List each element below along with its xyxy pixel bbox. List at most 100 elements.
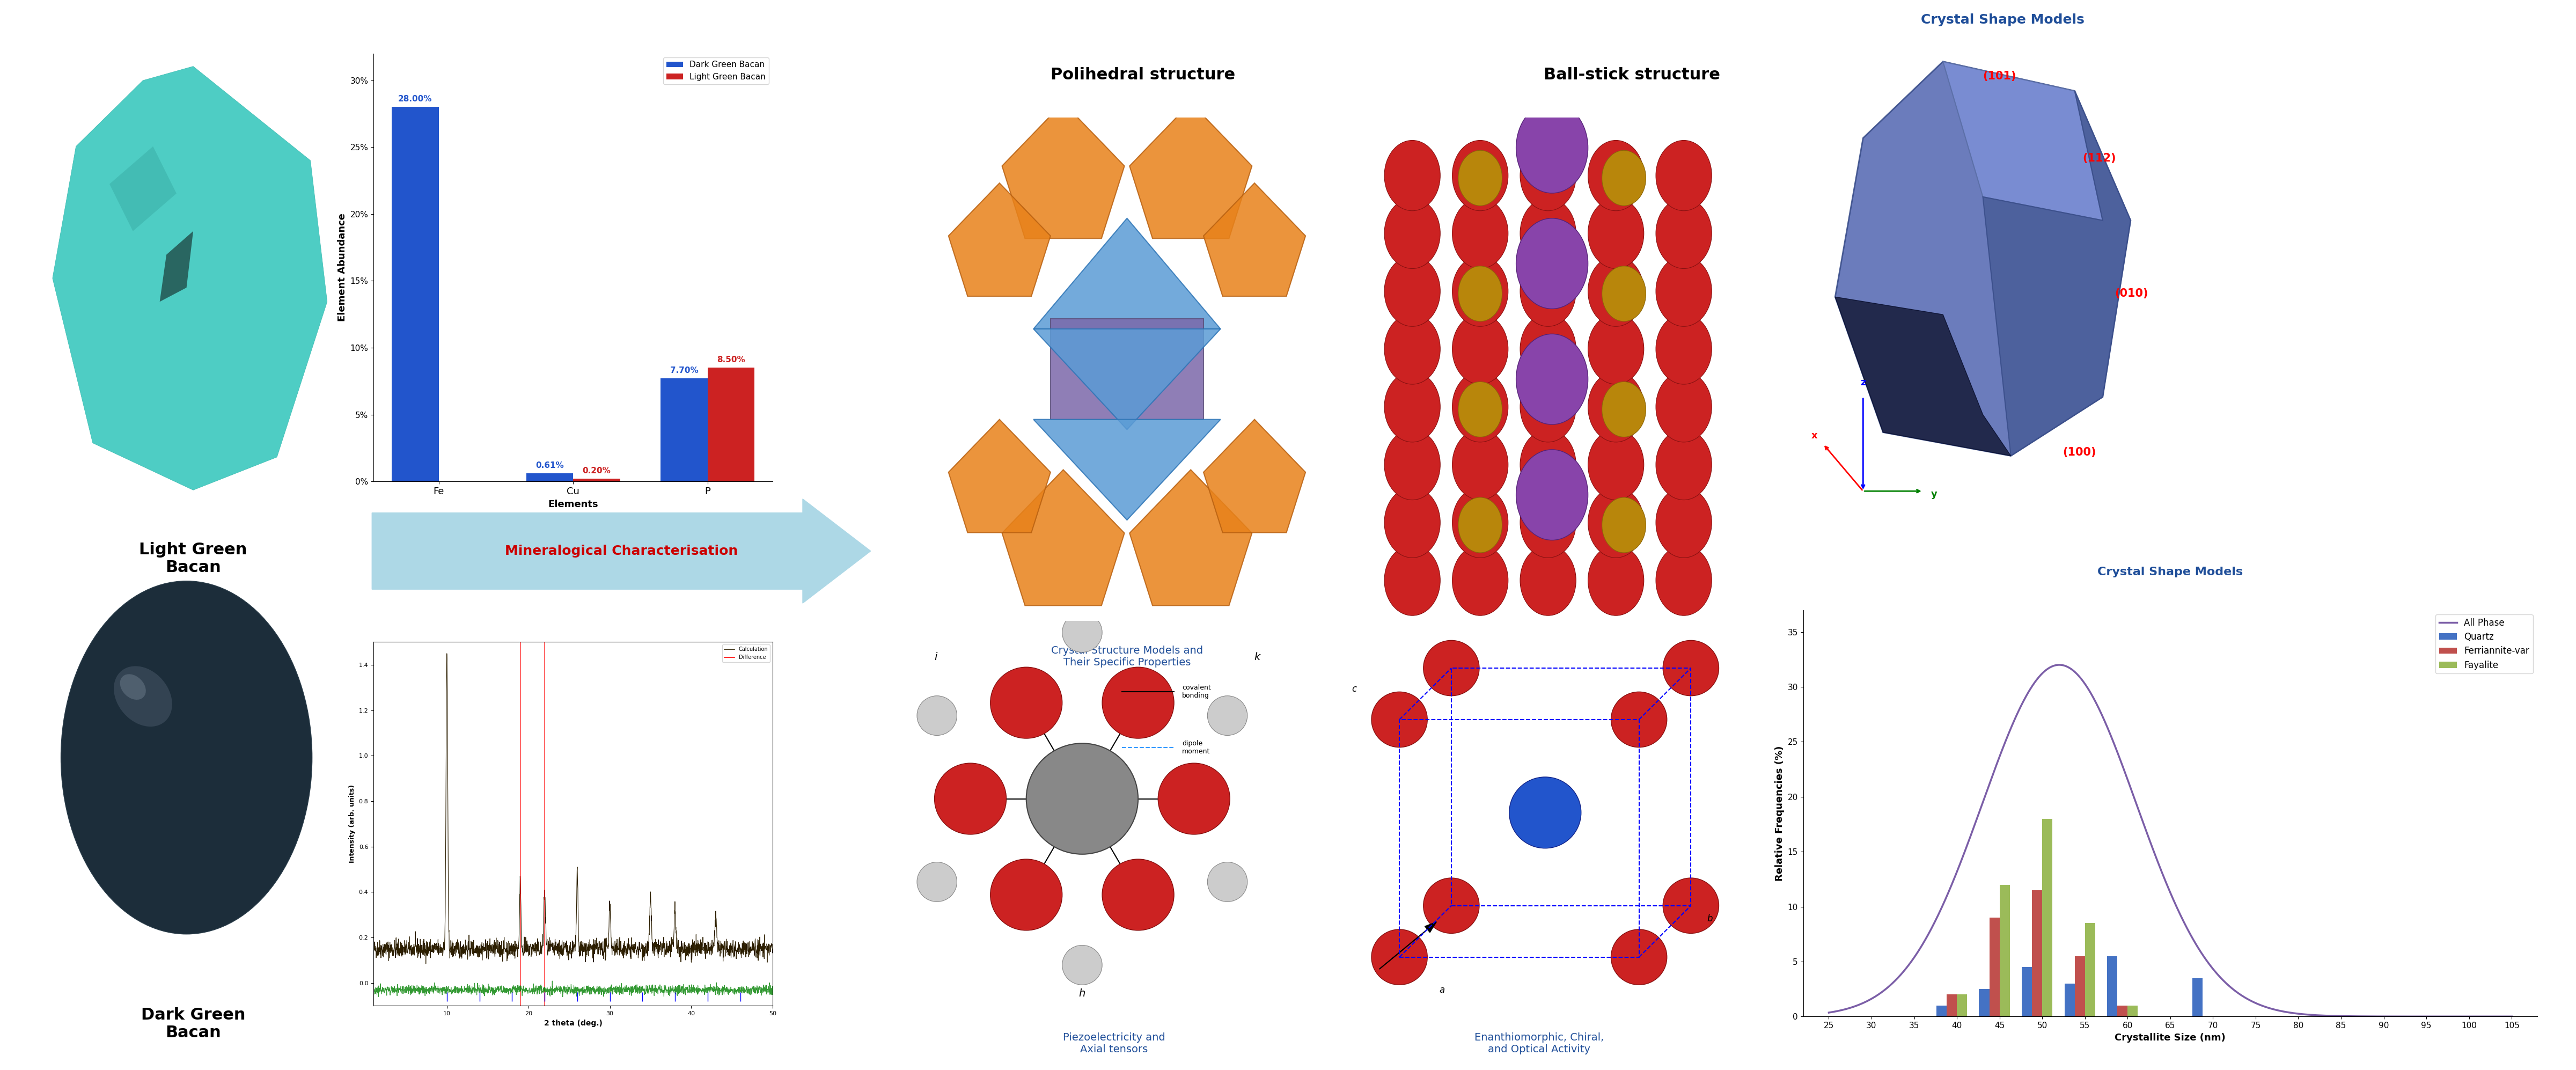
Text: dipole
moment: dipole moment xyxy=(1182,739,1211,754)
Text: (010): (010) xyxy=(2115,288,2148,300)
Text: Mineralogical Characterisation: Mineralogical Characterisation xyxy=(505,545,737,557)
Circle shape xyxy=(1061,613,1103,653)
Circle shape xyxy=(1453,140,1507,211)
Polygon shape xyxy=(948,183,1051,296)
Bar xyxy=(2074,957,2084,1016)
Circle shape xyxy=(1656,546,1713,615)
Polygon shape xyxy=(1203,419,1306,533)
Bar xyxy=(392,107,438,481)
Circle shape xyxy=(1383,256,1440,326)
Polygon shape xyxy=(1033,328,1221,429)
Text: Polihedral structure: Polihedral structure xyxy=(1051,67,1234,82)
Circle shape xyxy=(1458,151,1502,205)
Bar xyxy=(1937,1006,1947,1016)
Bar xyxy=(2084,923,2094,1016)
All Phase xyxy=(2115,781,2146,794)
Circle shape xyxy=(1425,877,1479,933)
FancyArrow shape xyxy=(1378,921,1437,969)
Circle shape xyxy=(1587,140,1643,211)
Text: 7.70%: 7.70% xyxy=(670,366,698,374)
Circle shape xyxy=(1383,429,1440,500)
Polygon shape xyxy=(52,66,327,490)
Circle shape xyxy=(1517,449,1587,540)
Polygon shape xyxy=(1002,103,1126,239)
Circle shape xyxy=(1656,198,1713,269)
Bar xyxy=(526,473,572,481)
Text: x: x xyxy=(1811,430,1819,441)
Text: 28.00%: 28.00% xyxy=(399,95,433,103)
Circle shape xyxy=(1517,218,1587,309)
Circle shape xyxy=(1370,692,1427,747)
Bar xyxy=(659,379,708,482)
Circle shape xyxy=(1587,546,1643,615)
Bar xyxy=(1999,885,2009,1016)
Text: k: k xyxy=(1255,652,1260,662)
All Phase xyxy=(2089,717,2120,730)
Text: 8.50%: 8.50% xyxy=(716,355,744,364)
Circle shape xyxy=(1610,692,1667,747)
Text: c: c xyxy=(1352,685,1358,694)
Circle shape xyxy=(1425,640,1479,696)
Bar xyxy=(1989,918,1999,1016)
Polygon shape xyxy=(1984,91,2130,456)
Circle shape xyxy=(1520,487,1577,557)
Circle shape xyxy=(1520,140,1577,211)
Bar xyxy=(1947,994,1958,1016)
Circle shape xyxy=(1383,198,1440,269)
Circle shape xyxy=(1587,371,1643,442)
Circle shape xyxy=(1061,945,1103,984)
All Phase xyxy=(2496,1010,2527,1023)
Circle shape xyxy=(1103,667,1175,738)
Circle shape xyxy=(1383,140,1440,211)
Circle shape xyxy=(1025,744,1139,854)
Ellipse shape xyxy=(121,674,147,700)
Circle shape xyxy=(1517,103,1587,194)
Bar xyxy=(2063,983,2074,1016)
Text: h: h xyxy=(1079,989,1084,999)
Circle shape xyxy=(1520,198,1577,269)
Circle shape xyxy=(1656,140,1713,211)
Bar xyxy=(2043,819,2053,1016)
Circle shape xyxy=(1602,266,1646,321)
Text: Light Green
Bacan: Light Green Bacan xyxy=(139,541,247,576)
All Phase xyxy=(2360,1010,2391,1023)
Circle shape xyxy=(1453,487,1507,557)
Line: All Phase: All Phase xyxy=(1829,664,2512,1016)
Circle shape xyxy=(1587,487,1643,557)
Ellipse shape xyxy=(113,667,173,727)
X-axis label: Crystallite Size (nm): Crystallite Size (nm) xyxy=(2115,1033,2226,1042)
Y-axis label: Element Abundance: Element Abundance xyxy=(337,213,348,322)
FancyBboxPatch shape xyxy=(1051,319,1203,419)
Bar xyxy=(708,368,755,481)
Polygon shape xyxy=(160,231,193,302)
Circle shape xyxy=(917,862,956,902)
Legend: Calculation, Difference: Calculation, Difference xyxy=(721,644,770,662)
FancyArrow shape xyxy=(371,499,871,603)
Text: Enanthiomorphic, Chiral,
and Optical Activity: Enanthiomorphic, Chiral, and Optical Act… xyxy=(1473,1033,1605,1054)
Circle shape xyxy=(1383,314,1440,384)
Polygon shape xyxy=(1203,183,1306,296)
Circle shape xyxy=(1453,371,1507,442)
Text: covalent
bonding: covalent bonding xyxy=(1182,685,1211,700)
Circle shape xyxy=(1208,696,1247,735)
All Phase xyxy=(1814,1006,1844,1019)
Circle shape xyxy=(1602,382,1646,437)
Text: (100): (100) xyxy=(2063,447,2097,458)
Text: Dark Green
Bacan: Dark Green Bacan xyxy=(142,1007,245,1041)
Legend: Dark Green Bacan, Light Green Bacan: Dark Green Bacan, Light Green Bacan xyxy=(662,58,768,85)
Circle shape xyxy=(1159,763,1229,835)
X-axis label: Elements: Elements xyxy=(549,500,598,509)
Text: b: b xyxy=(1708,914,1713,923)
Circle shape xyxy=(1656,371,1713,442)
Polygon shape xyxy=(1834,297,2012,456)
Bar xyxy=(2128,1006,2138,1016)
X-axis label: 2 theta (deg.): 2 theta (deg.) xyxy=(544,1020,603,1027)
Circle shape xyxy=(1587,198,1643,269)
Polygon shape xyxy=(1942,62,2102,220)
Text: z: z xyxy=(1860,378,1865,387)
Circle shape xyxy=(1383,487,1440,557)
Circle shape xyxy=(1520,429,1577,500)
Y-axis label: Intensity (arb. units): Intensity (arb. units) xyxy=(348,784,355,863)
Circle shape xyxy=(1656,256,1713,326)
Circle shape xyxy=(1517,334,1587,425)
